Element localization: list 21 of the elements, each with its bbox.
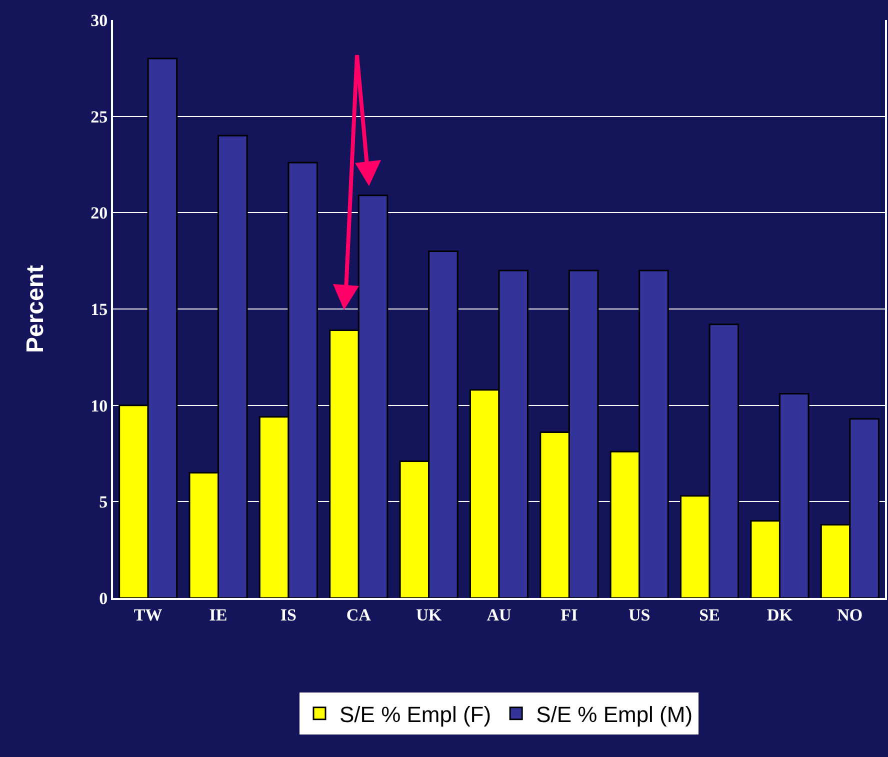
x-tick-label: IE xyxy=(209,605,228,624)
x-tick-label: IS xyxy=(280,605,296,624)
x-tick-label: AU xyxy=(486,605,512,624)
x-tick-label: US xyxy=(628,605,650,624)
legend-label: S/E % Empl (F) xyxy=(340,702,492,727)
x-tick-label: FI xyxy=(560,605,578,624)
x-tick-label: UK xyxy=(416,605,442,624)
legend-label: S/E % Empl (M) xyxy=(536,702,693,727)
y-tick-label: 10 xyxy=(90,396,108,416)
x-tick-label: DK xyxy=(766,605,794,624)
y-tick-label: 25 xyxy=(90,107,108,126)
y-axis-title: Percent xyxy=(22,264,50,354)
y-tick-label: 30 xyxy=(90,10,108,30)
x-tick-label: TW xyxy=(134,605,162,624)
y-tick-label: 15 xyxy=(90,300,108,319)
y-tick-label: 0 xyxy=(99,588,108,608)
y-tick-label: 5 xyxy=(99,492,108,512)
x-tick-label: SE xyxy=(699,605,720,624)
x-tick-label: NO xyxy=(837,605,863,624)
y-tick-label: 20 xyxy=(90,204,108,223)
x-tick-label: CA xyxy=(346,605,372,624)
